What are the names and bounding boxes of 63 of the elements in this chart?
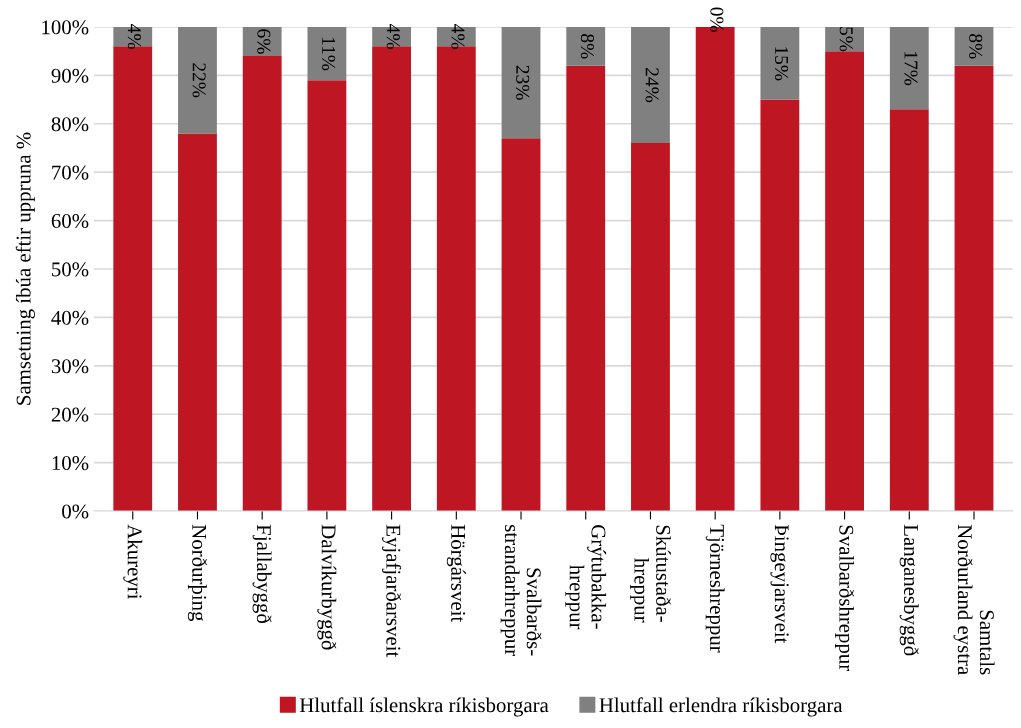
bar: [566, 65, 606, 512]
data-label: 24%: [645, 68, 659, 103]
x-tick-label: Norðurþing: [187, 524, 208, 622]
x-tick-label: Akureyri: [123, 524, 143, 600]
bar: [631, 26, 670, 144]
y-tick-label: 0%: [62, 504, 89, 519]
bar: [760, 99, 800, 512]
data-label: 4%: [386, 24, 400, 49]
bar: [501, 138, 541, 512]
x-tick-label: Skútustaða- hreppur: [630, 525, 672, 623]
data-label: 4%: [127, 24, 142, 49]
y-tick-label: 90%: [51, 68, 89, 83]
x-tick-label: Þingeyjarsveit: [770, 524, 789, 644]
y-tick-label: 50%: [52, 262, 89, 277]
x-tick-label: Grýtubakka- hreppur: [565, 525, 607, 630]
data-label: 4%: [451, 24, 465, 49]
y-tick-label: 70%: [52, 165, 89, 180]
bar: [307, 80, 347, 512]
y-tick-label: 60%: [51, 213, 89, 229]
bar: [242, 55, 282, 512]
x-tick-label: Svalbarðshreppur: [835, 525, 855, 672]
x-tick-label: Eyjafjarðarsveit: [382, 524, 402, 658]
x-tick-label: Hörgársveit: [446, 524, 466, 623]
bar: [954, 26, 994, 66]
bar: [307, 26, 347, 81]
x-tick-label: Samtals Norðurland eystra: [953, 524, 995, 675]
bar: [825, 26, 864, 52]
x-tick-label: Fjallabyggð: [252, 524, 272, 623]
bar: [889, 26, 929, 110]
y-axis-title: Samsetning íbúa eftir uppruna %: [15, 132, 35, 405]
y-tick-label: 30%: [51, 359, 89, 374]
data-label: 11%: [321, 37, 336, 71]
data-label: 8%: [969, 34, 983, 59]
bar: [501, 26, 541, 139]
data-label: 23%: [516, 65, 530, 100]
y-tick-label: 10%: [52, 456, 89, 471]
bar: [631, 143, 670, 512]
y-tick-label: 40%: [51, 310, 89, 325]
bar: [825, 51, 864, 512]
bar: [436, 26, 476, 47]
legend-label: Hlutfall íslenskra ríkisborgara: [299, 697, 549, 717]
data-label: 0%: [710, 7, 724, 32]
bar: [889, 109, 929, 512]
bar: [760, 26, 800, 100]
x-tick-label: Svalbarðs- strandarhreppur: [500, 525, 542, 656]
data-label: 22%: [192, 63, 206, 98]
data-label: 8%: [580, 34, 594, 59]
x-tick-label: Dalvíkurbyggð: [317, 524, 337, 650]
bar: [242, 26, 282, 56]
legend-label: Hlutfall erlendra ríkisborgara: [599, 697, 843, 717]
bar: [178, 133, 217, 512]
y-tick-label: 80%: [51, 117, 89, 132]
data-label: 5%: [839, 27, 853, 52]
data-label: 15%: [774, 47, 789, 81]
data-label: 17%: [904, 51, 918, 86]
y-tick-label: 20%: [51, 407, 89, 422]
bar: [954, 65, 994, 512]
data-label: 6%: [257, 29, 271, 54]
bar: [566, 26, 606, 66]
x-tick-label: Langanesbyggð: [899, 524, 919, 656]
bar: [178, 26, 217, 134]
x-tick-label: Tjörneshreppur: [705, 524, 725, 653]
y-tick-label: 100%: [42, 20, 89, 35]
